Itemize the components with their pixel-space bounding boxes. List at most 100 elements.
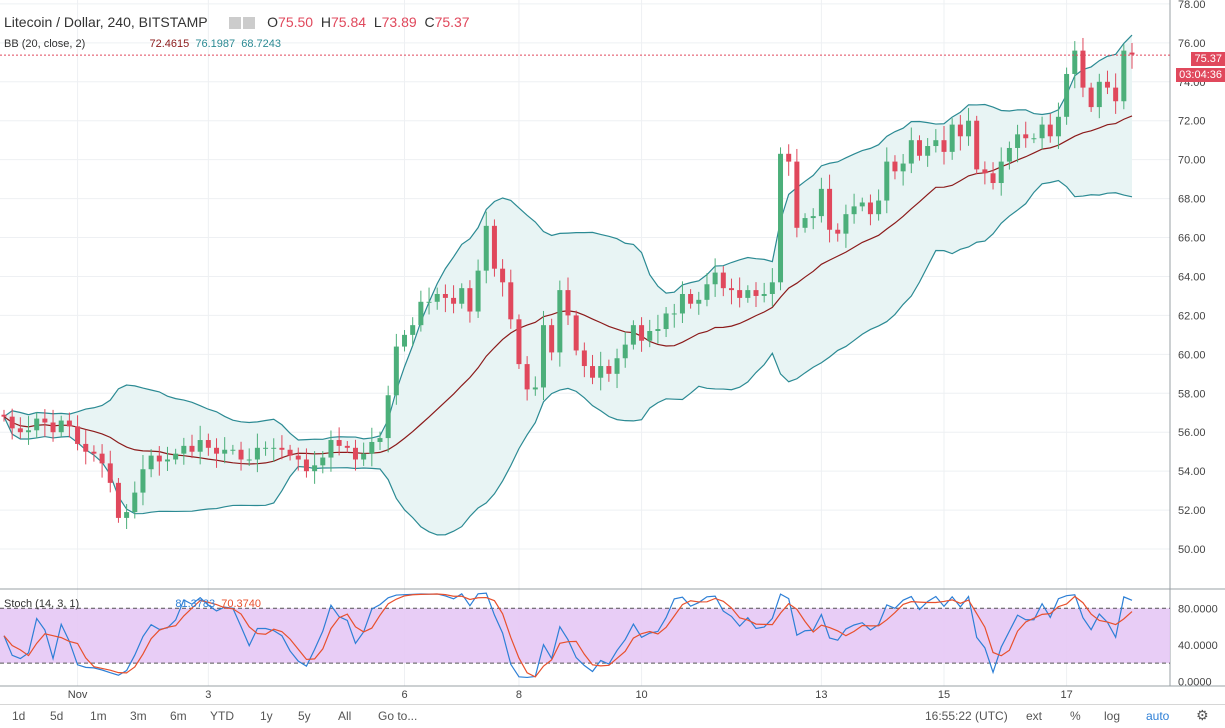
clock: 16:55:22 (UTC) xyxy=(925,709,1008,723)
candle-body xyxy=(361,453,367,460)
candle-body xyxy=(884,161,890,201)
candle-body xyxy=(516,319,522,365)
time-tick-label: Nov xyxy=(68,689,88,701)
range-button-ytd[interactable]: YTD xyxy=(210,709,234,723)
candle-body xyxy=(451,297,457,304)
bottom-toolbar: 1d 5d 1m 3m 6m YTD 1y 5y All Go to... 16:55:22 (… xyxy=(0,704,1225,728)
candle-body xyxy=(156,455,162,462)
candle-body xyxy=(238,449,244,460)
candle-body xyxy=(205,440,211,448)
candle-body xyxy=(1072,50,1078,74)
candle-body xyxy=(998,161,1004,184)
range-button-all[interactable]: All xyxy=(338,709,352,723)
time-tick-label: 8 xyxy=(516,689,522,701)
ext-toggle[interactable]: ext xyxy=(1026,709,1043,723)
time-tick-label: 13 xyxy=(815,689,827,701)
candle-body xyxy=(565,290,571,316)
candle-body xyxy=(377,438,383,442)
settings-icon[interactable] xyxy=(229,17,242,29)
price-tick-label: 78.00 xyxy=(1178,0,1206,11)
price-tick-label: 62.00 xyxy=(1178,310,1206,322)
stoch-d-line xyxy=(3,593,1133,678)
candle-body xyxy=(769,282,775,294)
candle-body xyxy=(50,422,56,433)
time-tick-label: 10 xyxy=(635,689,647,701)
bb-label: BB (20, close, 2) xyxy=(4,38,86,50)
candle-body xyxy=(181,445,187,454)
candle-body xyxy=(835,229,841,234)
candle-body xyxy=(426,301,432,303)
chart-canvas[interactable]: 50.00 52.00 54.00 56.00 58.00 60.00 62.00 64.00… xyxy=(0,0,1225,704)
candle-body xyxy=(9,416,15,429)
candle-body xyxy=(475,270,481,312)
range-button-6m[interactable]: 6m xyxy=(170,709,187,723)
last-price-tag: 75.37 xyxy=(1191,52,1225,66)
candle-body xyxy=(271,447,277,449)
candle-body xyxy=(328,440,334,458)
log-toggle[interactable]: log xyxy=(1104,709,1121,723)
bb-up-value: 76.1987 xyxy=(195,38,236,50)
range-button-5d[interactable]: 5d xyxy=(50,709,64,723)
range-button-1m[interactable]: 1m xyxy=(90,709,107,723)
candle-body xyxy=(622,344,628,359)
stoch-tick-label: 80.0000 xyxy=(1178,603,1218,615)
candle-body xyxy=(336,440,342,446)
candle-body xyxy=(688,294,694,304)
candle-body xyxy=(974,120,980,170)
candle-body xyxy=(164,459,170,462)
candle-body xyxy=(279,447,285,450)
candle-body xyxy=(549,325,555,353)
range-button-1d[interactable]: 1d xyxy=(12,709,26,723)
candle-body xyxy=(287,449,293,456)
candle-body xyxy=(745,290,751,298)
price-tick-label: 76.00 xyxy=(1178,38,1206,50)
price-tick-label: 50.00 xyxy=(1178,544,1206,556)
candle-body xyxy=(532,387,538,390)
candle-body xyxy=(540,325,546,388)
candle-body xyxy=(1006,147,1012,162)
range-button-3m[interactable]: 3m xyxy=(130,709,147,723)
candle-body xyxy=(312,465,318,472)
price-tick-label: 68.00 xyxy=(1178,194,1206,206)
auto-toggle[interactable]: auto xyxy=(1146,709,1170,723)
candle-body xyxy=(581,350,587,367)
candle-body xyxy=(827,188,833,230)
stoch-k-value: 81.3783 xyxy=(175,598,216,610)
candle-body xyxy=(900,163,906,172)
candle-body xyxy=(720,272,726,289)
candle-body xyxy=(916,140,922,156)
candle-body xyxy=(933,140,939,147)
countdown-tag: 03:04:36 xyxy=(1176,68,1225,82)
gear-icon[interactable]: ⚙ xyxy=(1196,707,1209,723)
candle-body xyxy=(557,290,563,353)
candle-body xyxy=(908,140,914,164)
settings-icon-2[interactable] xyxy=(243,17,256,29)
candle-body xyxy=(990,173,996,184)
candle-body xyxy=(794,161,800,228)
candle-body xyxy=(818,188,824,217)
candle-body xyxy=(1039,124,1045,139)
candle-body xyxy=(91,451,97,454)
candle-body xyxy=(1080,50,1086,88)
candle-body xyxy=(246,459,252,461)
candle-body xyxy=(1096,81,1102,108)
candle-body xyxy=(99,453,105,464)
candle-body xyxy=(712,272,718,285)
candle-body xyxy=(761,294,767,296)
candle-body xyxy=(393,346,399,396)
range-button-5y[interactable]: 5y xyxy=(298,709,311,723)
candle-body xyxy=(786,153,792,162)
candle-body xyxy=(639,325,645,341)
candle-body xyxy=(42,418,48,423)
percent-toggle[interactable]: % xyxy=(1070,709,1081,723)
bb-low-value: 68.7243 xyxy=(241,38,281,50)
candle-body xyxy=(115,482,121,518)
candle-body xyxy=(573,315,579,351)
goto-button[interactable]: Go to... xyxy=(378,709,418,723)
bb-upper-line xyxy=(3,34,1133,441)
range-button-1y[interactable]: 1y xyxy=(260,709,273,723)
candle-body xyxy=(679,294,685,314)
candle-body xyxy=(892,161,898,172)
price-tick-label: 72.00 xyxy=(1178,116,1206,128)
candle-body xyxy=(173,453,179,460)
